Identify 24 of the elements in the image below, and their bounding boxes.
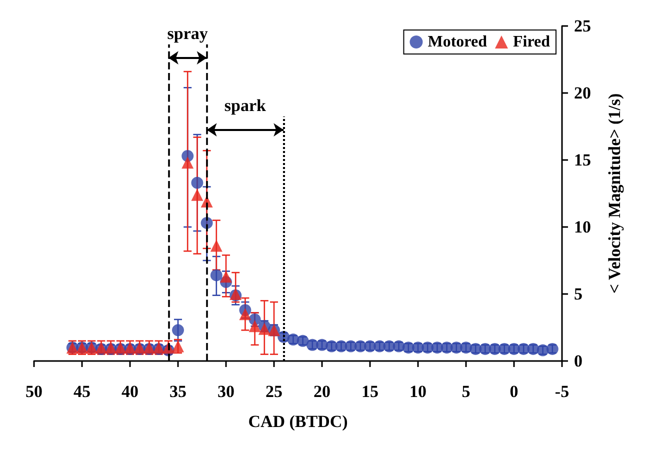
x-tick-label: -5 [554,382,570,401]
x-tick-label: 30 [218,382,234,401]
y-tick-label: 10 [574,218,591,236]
y-tick-label: 15 [574,150,591,170]
y-axis-title: < Velocity Magnitude> (1/s) [605,93,624,294]
y-tick-label: 5 [574,284,582,304]
x-tick-label: 35 [170,382,186,401]
y-tick-label: 20 [574,84,591,102]
y-tick-label: 25 [574,16,591,36]
x-tick-label: 45 [74,382,90,401]
annotation: spray [167,24,208,43]
x-tick-label: 0 [510,382,518,401]
annotation: spark [224,96,267,115]
x-tick-label: 15 [362,382,378,401]
x-tick-label: 40 [122,382,138,401]
x-tick-label: 5 [462,382,470,401]
legend-label: Motored [428,34,488,50]
x-tick-label: 10 [410,382,426,401]
legend-label: Fired [512,34,550,50]
y-tick-label: 0 [574,352,582,370]
x-tick-label: 50 [26,382,42,401]
x-tick-label: 25 [266,382,282,401]
x-tick-label: 20 [314,382,330,401]
x-axis-title: CAD (BTDC) [248,412,348,431]
